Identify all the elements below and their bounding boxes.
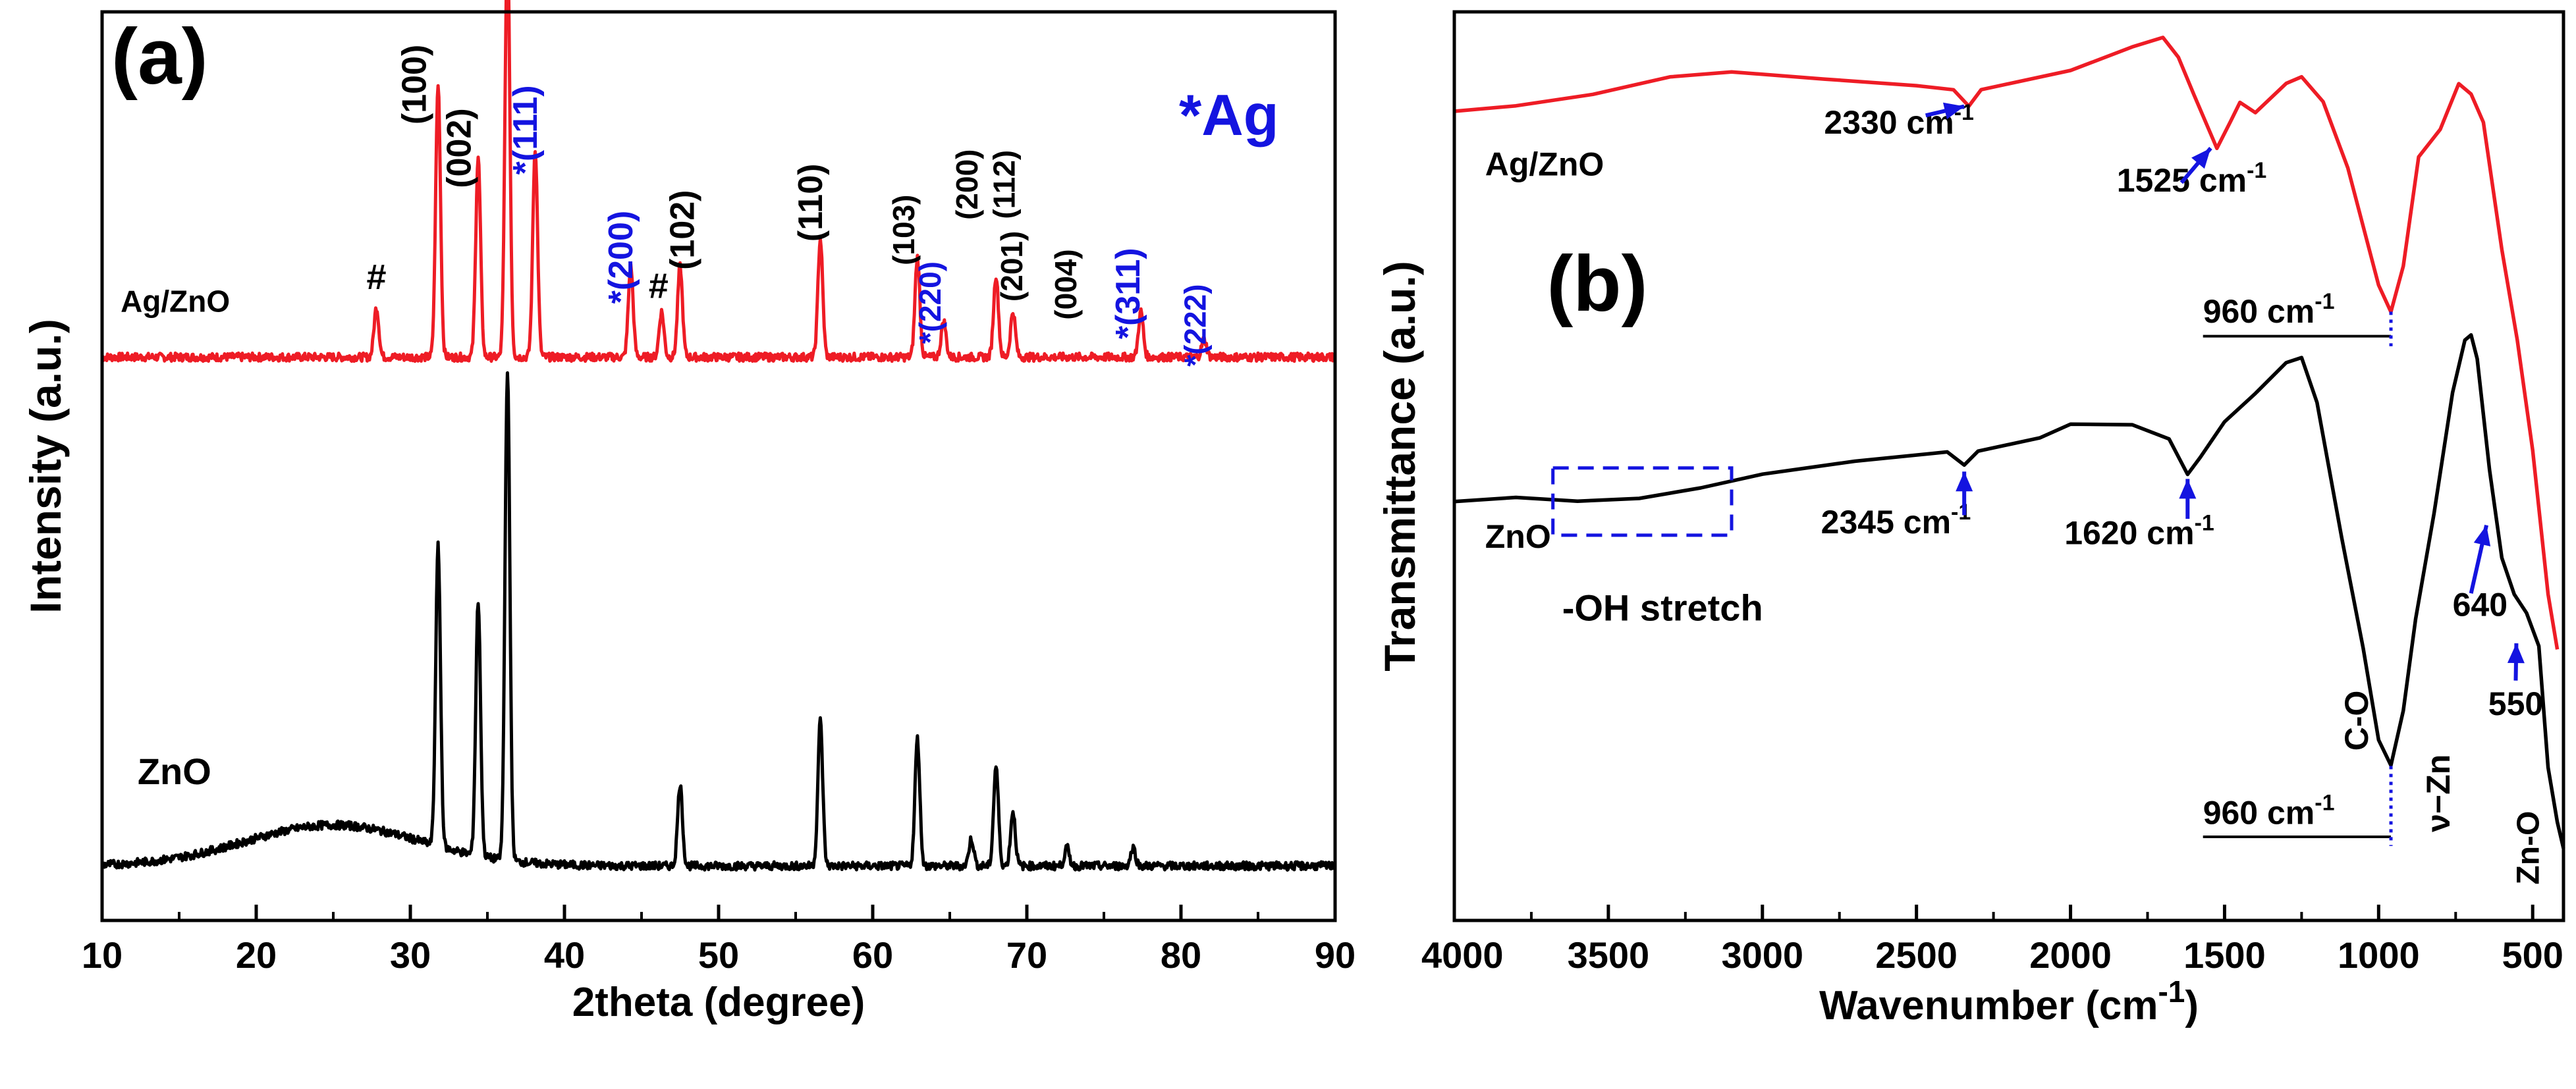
ftir-arrow-550-head xyxy=(2507,643,2525,664)
xrd-series-label-zno: ZnO xyxy=(138,751,211,792)
ftir-x-tick-label: 2500 xyxy=(1875,934,1958,976)
xrd-peak-label: (102) xyxy=(664,190,702,269)
ftir-arrow-2345 xyxy=(1956,471,1973,516)
xrd-panel-label: (a) xyxy=(111,13,208,101)
xrd-x-tick-label: 40 xyxy=(544,934,585,976)
xrd-x-axis-title: 2theta (degree) xyxy=(572,980,865,1025)
xrd-peak-label: (100) xyxy=(395,45,433,124)
ftir-series-zno xyxy=(1454,332,2565,849)
xrd-y-axis-title: Intensity (a.u.) xyxy=(21,319,70,613)
xrd-peak-label: (002) xyxy=(440,108,478,188)
xrd-peak-label: *(222) xyxy=(1178,284,1212,366)
xrd-x-tick-label: 60 xyxy=(852,934,893,976)
ftir-arrow-1525 xyxy=(2179,147,2212,184)
ftir-x-tick-label: 500 xyxy=(2502,934,2563,976)
xrd-x-tick-label: 10 xyxy=(82,934,123,976)
xrd-peak-label: *(111) xyxy=(507,85,545,174)
ftir-x-tick-label: 3500 xyxy=(1568,934,1650,976)
ftir-oh-stretch-label: -OH stretch xyxy=(1562,587,1763,629)
xrd-peak-label: (110) xyxy=(792,164,830,242)
xrd-peak-label: (112) xyxy=(987,150,1021,219)
xrd-peak-label: (201) xyxy=(995,231,1029,302)
ftir-zn-o-label: Zn-O xyxy=(2511,811,2546,885)
xrd-peak-label: *(200) xyxy=(602,211,640,304)
xrd-x-tick-label: 30 xyxy=(390,934,431,976)
xrd-series-label-ag-zno: Ag/ZnO xyxy=(121,284,230,318)
ftir-x-tick-label: 2000 xyxy=(2029,934,2112,976)
xrd-impurity-mark: # xyxy=(366,257,386,297)
ftir-arrow-1620 xyxy=(2179,479,2197,519)
xrd-x-tick-label: 70 xyxy=(1006,934,1047,976)
xrd-peak-label: *(311) xyxy=(1109,248,1147,339)
ftir-x-tick-label: 1500 xyxy=(2183,934,2266,976)
xrd-x-tick-label: 90 xyxy=(1315,934,1356,976)
xrd-peak-label: (200) xyxy=(950,149,984,220)
ftir-arrow-550 xyxy=(2507,643,2525,681)
xrd-x-tick-label: 50 xyxy=(698,934,739,976)
xrd-series-ag-zno xyxy=(101,0,1337,363)
ftir-peak-label-1620: 1620 cm-1 xyxy=(2064,511,2214,552)
xrd-x-tick-label: 20 xyxy=(236,934,277,976)
ftir-x-axis-title: Wavenumber (cm-1) xyxy=(1819,974,2199,1028)
panel-b-ftir-chart: 4000 3500 3000 2500 2000 1500 1000 500 Wavenumbe… xyxy=(1375,10,2565,1028)
ftir-y-axis-title: Transmittance (a.u.) xyxy=(1375,261,1424,672)
ftir-nu-zn-label: ν−Zn xyxy=(2420,755,2457,832)
ftir-arrow-1525-head xyxy=(2191,148,2211,169)
ftir-peak-label-2330: 2330 cm-1 xyxy=(1824,100,1974,141)
xrd-impurity-mark: # xyxy=(649,267,669,306)
ftir-series-label-ag-zno: Ag/ZnO xyxy=(1485,146,1604,182)
xrd-series-zno xyxy=(100,371,1337,872)
ftir-x-tick-label: 4000 xyxy=(1421,934,1504,976)
ftir-plot-frame xyxy=(1452,10,2565,922)
ftir-arrow-640-head xyxy=(2473,525,2491,546)
ftir-peak-label-960-agzno: 960 cm-1 xyxy=(2203,289,2335,330)
ftir-arrow-2345-head xyxy=(1956,471,1973,492)
ftir-peak-label-550: 550 xyxy=(2488,685,2543,722)
xrd-peak-label: *(220) xyxy=(913,261,947,344)
ftir-arrow-2330 xyxy=(1925,102,1965,120)
ftir-co-label: C-O xyxy=(2338,691,2375,751)
ftir-panel-label: (b) xyxy=(1547,240,1647,328)
ftir-series-label-zno: ZnO xyxy=(1485,518,1551,555)
ftir-x-tick-label: 3000 xyxy=(1721,934,1803,976)
xrd-x-tick-label: 80 xyxy=(1161,934,1201,976)
panel-a-xrd-chart: 10 20 30 40 50 60 70 80 90 2theta (degree) Intensi… xyxy=(21,0,1356,1025)
xrd-peak-label: (004) xyxy=(1049,249,1083,319)
ftir-series-ag-zno xyxy=(1454,36,2560,650)
xrd-legend-ag-note: *Ag xyxy=(1179,82,1279,147)
xrd-plot-frame xyxy=(100,10,1337,922)
ftir-x-tick-label: 1000 xyxy=(2338,934,2420,976)
ftir-peak-label-960-zno: 960 cm-1 xyxy=(2203,791,2335,832)
ftir-oh-stretch-box xyxy=(1551,466,1734,537)
ftir-arrow-2330-head xyxy=(1942,102,1965,120)
xrd-peak-label: (103) xyxy=(887,195,921,265)
ftir-arrow-640 xyxy=(2469,525,2491,594)
ftir-arrow-1620-head xyxy=(2179,479,2197,499)
ftir-peak-label-2345: 2345 cm-1 xyxy=(1821,500,1971,541)
ftir-peak-label-640: 640 xyxy=(2453,587,2507,624)
ftir-peak-label-1525: 1525 cm-1 xyxy=(2117,158,2267,199)
